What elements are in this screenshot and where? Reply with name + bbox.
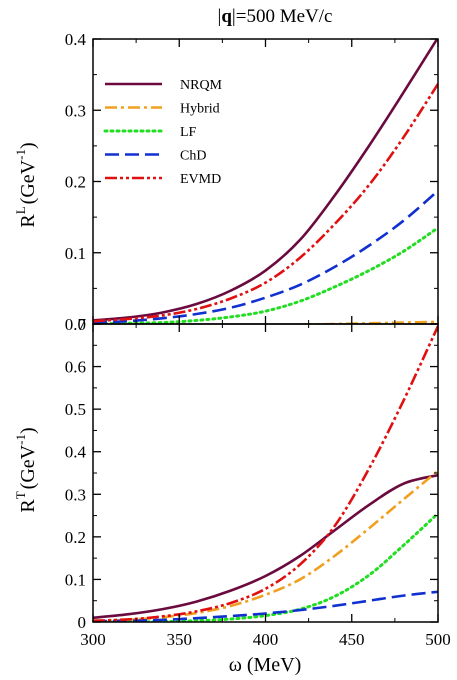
xtick-label: 400 <box>253 630 279 649</box>
legend-label-hybrid: Hybrid <box>180 102 220 117</box>
bottom-series-evmd-line <box>93 325 438 622</box>
bottom-ytick-label: 0.3 <box>65 485 86 504</box>
bottom-y-axis-label: RT(GeV-1) <box>13 427 39 512</box>
legend: NRQM Hybrid LF ChD EVMD <box>103 78 223 187</box>
bottom-series-group <box>93 325 438 622</box>
legend-label-lf: LF <box>180 125 197 140</box>
svg-text:RT(GeV-1): RT(GeV-1) <box>13 427 39 512</box>
top-panel-rl: 0 0.1 0.2 0.3 0.4 RL(GeV-1) NRQM Hybrid LF ChD E… <box>13 30 439 334</box>
bottom-ytick-label: 0.1 <box>65 570 86 589</box>
svg-text:RL(GeV-1): RL(GeV-1) <box>13 142 39 227</box>
bottom-ytick-label: 0.4 <box>65 443 87 462</box>
bottom-ytick-label: 0.6 <box>65 358 86 377</box>
top-ytick-label: 0 <box>78 315 87 334</box>
top-series-evmd-line <box>93 83 438 323</box>
legend-label-evmd: EVMD <box>180 172 221 187</box>
bottom-ytick-label: 0 <box>78 613 87 632</box>
top-y-ticks: 0 0.1 0.2 0.3 0.4 <box>65 30 438 334</box>
bottom-series-chd-line <box>93 590 438 622</box>
xtick-label: 350 <box>167 630 193 649</box>
bottom-panel-rt: 0 0.1 0.2 0.3 0.4 0.5 0.6 0.7 300 350 400 450 500 R… <box>13 39 451 676</box>
top-ytick-label: 0.4 <box>65 30 87 49</box>
x-ticks: 300 350 400 450 500 <box>80 39 451 649</box>
top-ytick-label: 0.3 <box>65 101 86 120</box>
top-ytick-label: 0.2 <box>65 173 86 192</box>
top-series-group <box>93 39 438 324</box>
top-series-chd-line <box>93 189 438 324</box>
top-series-lf-line <box>93 226 438 324</box>
chart-title: |q|=500 MeV/c <box>218 6 333 27</box>
top-series-nrqm-line <box>93 39 438 322</box>
top-ytick-label: 0.1 <box>65 244 86 263</box>
top-series-hybrid-line <box>93 320 438 324</box>
bottom-ytick-label: 0.2 <box>65 528 86 547</box>
bottom-ytick-label: 0.5 <box>65 400 86 419</box>
bottom-series-lf-line <box>93 511 438 622</box>
legend-label-nrqm: NRQM <box>180 78 223 93</box>
xtick-label: 450 <box>339 630 365 649</box>
bottom-y-ticks: 0 0.1 0.2 0.3 0.4 0.5 0.6 0.7 <box>65 315 438 632</box>
xtick-label: 300 <box>80 630 106 649</box>
xtick-label: 500 <box>425 630 451 649</box>
top-y-axis-label: RL(GeV-1) <box>13 142 39 227</box>
legend-label-chd: ChD <box>180 149 206 164</box>
bottom-series-nrqm-line <box>93 473 438 620</box>
x-axis-label: ω (MeV) <box>229 654 302 676</box>
bottom-ytick-label: 0.7 <box>65 315 87 334</box>
